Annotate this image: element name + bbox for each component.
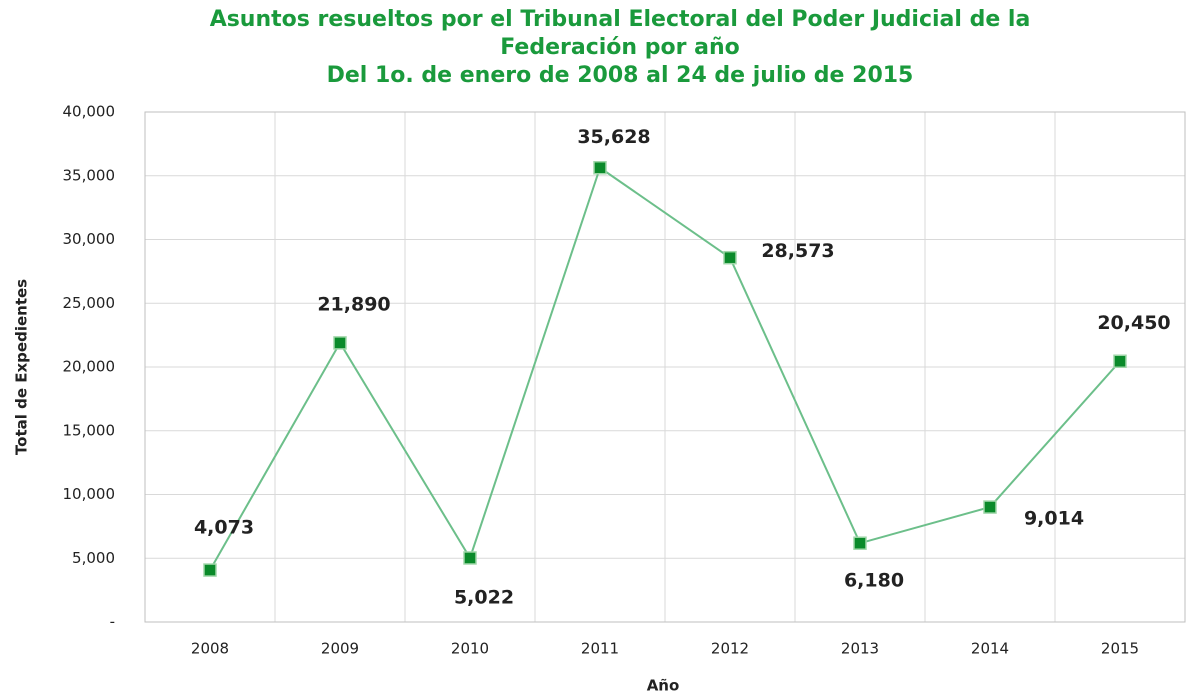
x-tick-label: 2015	[1101, 640, 1139, 658]
x-tick-label: 2010	[451, 640, 489, 658]
data-label: 35,628	[577, 126, 650, 148]
line	[209, 166, 1121, 571]
data-label: 6,180	[844, 570, 904, 592]
plot-border	[144, 111, 1186, 623]
data-label: 28,573	[761, 240, 834, 262]
data-label: 20,450	[1097, 312, 1170, 334]
y-tick-label: 40,000	[63, 103, 116, 121]
chart-title: Asuntos resueltos por el Tribunal Electo…	[209, 7, 1031, 60]
y-tick-label: 5,000	[72, 549, 115, 567]
x-axis-title: Año	[647, 677, 680, 695]
marker	[333, 336, 347, 350]
marker	[1113, 354, 1127, 369]
marker	[723, 250, 737, 265]
marker	[463, 551, 477, 565]
chart-title-block: Asuntos resueltos por el Tribunal Electo…	[160, 6, 1080, 90]
y-tick-label: 30,000	[63, 230, 116, 248]
marker	[853, 536, 867, 550]
data-label: 5,022	[454, 586, 514, 608]
y-axis-title: Total de Expedientes	[13, 279, 31, 455]
y-tick-label: 35,000	[63, 166, 116, 184]
marker	[203, 563, 217, 577]
data-label: 21,890	[317, 293, 390, 315]
x-tick-label: 2011	[581, 640, 619, 658]
data-label: 4,073	[194, 517, 254, 539]
data-label: 9,014	[1024, 508, 1084, 530]
y-tick-label: -	[110, 613, 115, 631]
marker	[593, 160, 607, 175]
x-tick-label: 2014	[971, 640, 1009, 658]
marker	[983, 500, 997, 514]
x-tick-label: 2009	[321, 640, 359, 658]
x-tick-label: 2013	[841, 640, 879, 658]
y-tick-label: 15,000	[63, 421, 116, 439]
y-tick-label: 20,000	[63, 358, 116, 376]
x-tick-label: 2012	[711, 640, 749, 658]
x-tick-label: 2008	[191, 640, 229, 658]
y-tick-label: 10,000	[63, 485, 116, 503]
y-tick-label: 25,000	[63, 294, 116, 312]
chart-subtitle: Del 1o. de enero de 2008 al 24 de julio …	[326, 63, 914, 88]
